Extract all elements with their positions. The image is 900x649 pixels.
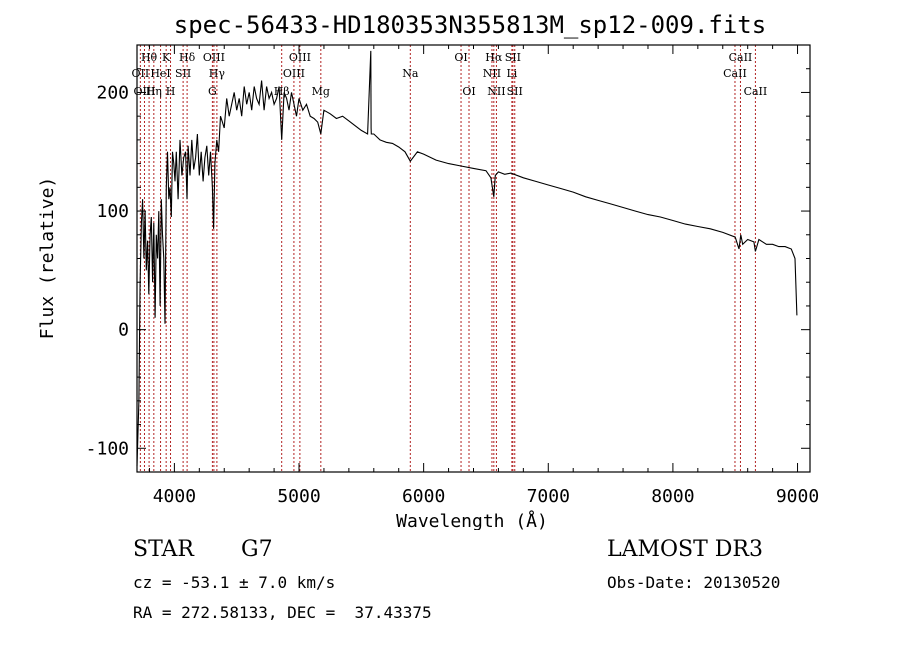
line-label-1: OII xyxy=(132,67,150,80)
x-tick-label-1: 5000 xyxy=(277,486,320,507)
line-label-0: Hθ xyxy=(141,51,158,64)
line-label-13: OIII xyxy=(283,67,305,80)
spectrum-series-line xyxy=(136,50,798,467)
line-label-7: SII xyxy=(175,67,191,80)
y-tick-label-0: -100 xyxy=(86,438,129,459)
survey-name: LAMOST DR3 xyxy=(607,537,763,562)
spectrum-chart: spec-56433-HD180353N355813M_sp12-009.fit… xyxy=(37,11,819,530)
line-label-4: HeI xyxy=(150,67,170,80)
y-axis-ticks: -100 0 100 200 xyxy=(86,44,810,459)
line-label-19: Hα xyxy=(485,51,503,64)
line-label-24: SII xyxy=(507,85,523,98)
line-label-27: CaII xyxy=(744,85,768,98)
line-label-10: Hγ xyxy=(209,67,226,80)
plot-frame xyxy=(136,44,811,473)
x-tick-label-2: 6000 xyxy=(402,486,445,507)
line-label-6: H xyxy=(166,85,176,98)
y-tick-label-2: 100 xyxy=(96,201,129,222)
line-label-21: NII xyxy=(487,85,505,98)
line-label-8: Hδ xyxy=(179,51,196,64)
x-tick-label-5: 9000 xyxy=(776,486,819,507)
x-tick-label-0: 4000 xyxy=(153,486,196,507)
chart-title: spec-56433-HD180353N355813M_sp12-009.fit… xyxy=(174,11,766,39)
x-axis-label: Wavelength (Å) xyxy=(396,510,548,530)
y-axis-label: Flux (relative) xyxy=(37,177,58,340)
line-label-5: K xyxy=(162,51,171,64)
line-label-25: CaII xyxy=(723,67,747,80)
line-label-2: OIII xyxy=(133,85,155,98)
line-label-9: OIII xyxy=(203,51,225,64)
line-label-11: G xyxy=(208,85,217,98)
line-label-14: OIII xyxy=(289,51,311,64)
line-label-15: Mg xyxy=(312,85,330,98)
line-markers xyxy=(139,45,756,472)
line-label-12: Hβ xyxy=(274,85,290,98)
x-axis-ticks: 4000 5000 6000 7000 8000 9000 xyxy=(148,45,819,507)
y-tick-label-1: 0 xyxy=(118,320,129,341)
y-tick-label-3: 200 xyxy=(96,82,129,103)
x-tick-label-4: 8000 xyxy=(651,486,694,507)
line-label-20: NII xyxy=(483,67,501,80)
line-label-3: Hη xyxy=(146,85,162,98)
line-label-26: CaII xyxy=(729,51,753,64)
obs-date-text: Obs-Date: 20130520 xyxy=(607,573,781,592)
line-label-17: OI xyxy=(454,51,467,64)
object-type: STAR xyxy=(133,537,194,562)
redshift-text: cz = -53.1 ± 7.0 km/s xyxy=(133,573,336,592)
line-label-16: Na xyxy=(402,67,419,80)
line-label-18: OI xyxy=(462,85,475,98)
x-tick-label-3: 7000 xyxy=(527,486,570,507)
line-label-23: Li xyxy=(506,67,517,80)
line-label-22: SII xyxy=(505,51,521,64)
coordinates-text: RA = 272.58133, DEC = 37.43375 xyxy=(133,603,432,622)
spectral-subclass: G7 xyxy=(241,537,273,562)
